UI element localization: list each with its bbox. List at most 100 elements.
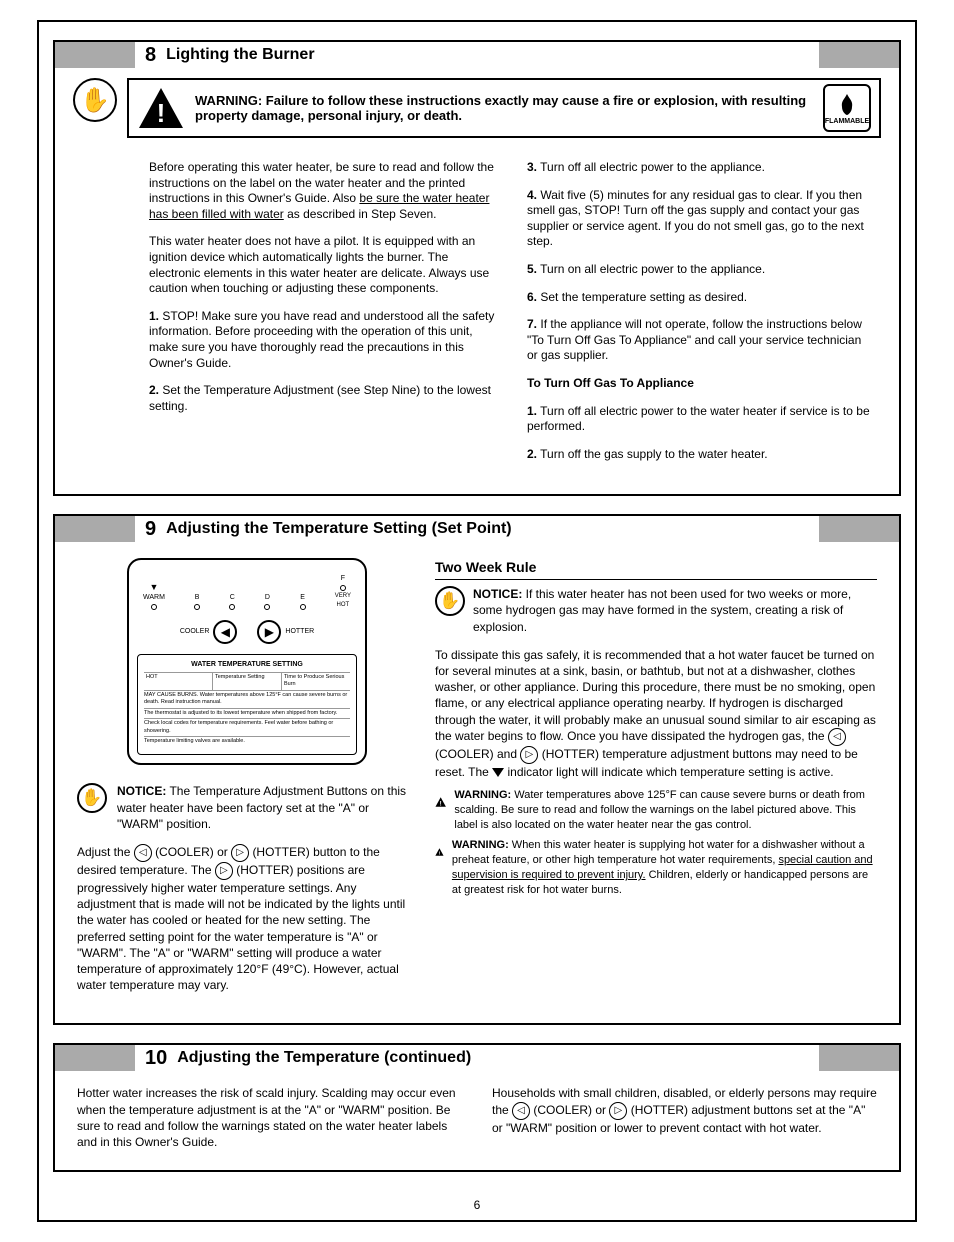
head-gray-right-10 xyxy=(819,1045,899,1071)
section-10-head: 10 Adjusting the Temperature (continued) xyxy=(55,1045,899,1071)
ctrl-c: C xyxy=(229,593,235,609)
warning-text: WARNING: Failure to follow these instruc… xyxy=(195,93,813,123)
section-10-right: Households with small children, disabled… xyxy=(492,1085,877,1150)
hotter-arrow-icon: ▶ xyxy=(257,620,281,644)
card-r1c2: Temperature Setting xyxy=(212,672,281,690)
rule-notice-text: If this water heater has not been used f… xyxy=(473,587,851,633)
card-line2: The thermostat is adjusted to its lowest… xyxy=(144,708,350,718)
ctrl-b: B xyxy=(194,593,200,609)
s8-p2: This water heater does not have a pilot.… xyxy=(149,234,497,296)
card-line3: Check local codes for temperature requir… xyxy=(144,718,350,736)
warning-triangle-icon: ! xyxy=(137,86,185,130)
head-gray-right-9 xyxy=(819,516,899,542)
s8-l3: Turn off all electric power to the appli… xyxy=(540,160,765,174)
s8-l2: Set the Temperature Adjustment (see Step… xyxy=(149,383,491,413)
s8-off2-label: 2. xyxy=(527,447,537,461)
s8-l1: STOP! Make sure you have read and unders… xyxy=(149,309,494,370)
s8-off2: Turn off the gas supply to the water hea… xyxy=(540,447,767,461)
section-10-number: 10 xyxy=(135,1045,177,1071)
s8-l4-label: 4. xyxy=(527,188,537,202)
card-line4: Temperature limiting valves are availabl… xyxy=(144,736,350,746)
head-gray-left-9 xyxy=(55,516,135,542)
s8-l6-label: 6. xyxy=(527,290,537,304)
temperature-control-panel: ▼ WARM B C D E F VERY HOT xyxy=(127,558,367,765)
section-10-left: Hotter water increases the risk of scald… xyxy=(77,1085,462,1150)
hand-stop-icon-small: ✋ xyxy=(77,783,107,813)
s8-l2-label: 2. xyxy=(149,383,159,397)
section-8-left-col: Before operating this water heater, be s… xyxy=(149,148,497,474)
s8-l5-label: 5. xyxy=(527,262,537,276)
cooler-button[interactable]: COOLER ◀ xyxy=(180,620,238,644)
section-9-number: 9 xyxy=(135,516,166,542)
rule-notice-bold: NOTICE: xyxy=(473,587,522,601)
s8-p1-post: as described in Step Seven. xyxy=(284,207,437,221)
hotter-button[interactable]: ▶ HOTTER xyxy=(257,620,314,644)
page-number: 6 xyxy=(39,1198,915,1212)
s8-off-title: To Turn Off Gas To Appliance xyxy=(527,376,694,390)
warn1-text: Water temperatures above 125°F can cause… xyxy=(454,789,865,831)
card-r1c3: Time to Produce Serious Burn xyxy=(281,672,350,690)
s9-instr-hot2: (HOTTER) positions are progressively hig… xyxy=(77,863,405,992)
hotter-inline-icon-r: ▷ xyxy=(520,746,538,764)
ctrl-d: D xyxy=(264,593,270,609)
two-week-rule-title: Two Week Rule xyxy=(435,558,877,577)
s10-right-cool: (COOLER) or xyxy=(533,1103,609,1117)
rule-arrow-post: indicator light will indicate which temp… xyxy=(507,765,833,779)
svg-text:!: ! xyxy=(440,800,442,807)
hotter-inline-icon-2: ▷ xyxy=(215,862,233,880)
warn1-bold: WARNING: xyxy=(454,789,511,801)
section-10-title: Adjusting the Temperature (continued) xyxy=(177,1045,819,1071)
rule-divider xyxy=(435,579,877,580)
svg-text:!: ! xyxy=(157,98,166,128)
section-9-panel: 9 Adjusting the Temperature Setting (Set… xyxy=(53,514,901,1025)
section-8-head: 8 Lighting the Burner xyxy=(55,42,899,68)
ctrl-veryhot: F VERY HOT xyxy=(335,574,351,609)
s9-instr-cool: (COOLER) or xyxy=(155,845,228,859)
card-r1c1: HOT xyxy=(144,672,212,690)
indicator-arrow-icon xyxy=(492,768,504,777)
section-8-number: 8 xyxy=(135,42,166,68)
warn2-bold: WARNING: xyxy=(452,839,509,851)
section-8-title: Lighting the Burner xyxy=(166,42,819,68)
s8-l3-label: 3. xyxy=(527,160,537,174)
hotter-inline-icon-10: ▷ xyxy=(609,1102,627,1120)
section-9-left: ▼ WARM B C D E F VERY HOT xyxy=(77,558,417,1003)
s8-l6: Set the temperature setting as desired. xyxy=(540,290,747,304)
s8-l7-label: 7. xyxy=(527,317,537,331)
section-8-right-col: 3. Turn off all electric power to the ap… xyxy=(527,148,875,474)
s8-l4: Wait five (5) minutes for any residual g… xyxy=(527,188,864,249)
section-9-head: 9 Adjusting the Temperature Setting (Set… xyxy=(55,516,899,542)
s9-instr-pre: Adjust the xyxy=(77,845,130,859)
section-9-title: Adjusting the Temperature Setting (Set P… xyxy=(166,516,819,542)
cooler-inline-icon-10: ◁ xyxy=(512,1102,530,1120)
section-9-right: Two Week Rule ✋ NOTICE: If this water he… xyxy=(435,558,877,1003)
hand-stop-icon-rule: ✋ xyxy=(435,586,465,616)
hotter-inline-icon: ▷ xyxy=(231,844,249,862)
ctrl-warm: ▼ WARM xyxy=(143,581,165,610)
cooler-label: COOLER xyxy=(180,627,210,636)
flammable-label: FLAMMABLE xyxy=(825,118,869,125)
cooler-arrow-icon: ◀ xyxy=(213,620,237,644)
hand-stop-icon: ✋ xyxy=(73,78,117,122)
card-line1: MAY CAUSE BURNS. Water temperatures abov… xyxy=(144,690,350,708)
s8-l1-label: 1. xyxy=(149,309,159,323)
s9-notice-bold: NOTICE: xyxy=(117,784,166,798)
flammable-icon: FLAMMABLE xyxy=(823,84,871,132)
cooler-inline-icon: ◁ xyxy=(134,844,152,862)
head-gray-left-10 xyxy=(55,1045,135,1071)
rule-cool: (COOLER) and xyxy=(435,747,520,761)
ctrl-e: E xyxy=(300,593,306,609)
section-8-panel: 8 Lighting the Burner ✋ ! WARNING: Failu… xyxy=(53,40,901,496)
section-10-panel: 10 Adjusting the Temperature (continued)… xyxy=(53,1043,901,1172)
s8-l7: If the appliance will not operate, follo… xyxy=(527,317,862,362)
s8-off1: Turn off all electric power to the water… xyxy=(527,404,870,434)
head-gray-left xyxy=(55,42,135,68)
temperature-label-card: WATER TEMPERATURE SETTING HOT Temperatur… xyxy=(137,654,357,756)
cooler-inline-icon-r: ◁ xyxy=(828,728,846,746)
hotter-label: HOTTER xyxy=(285,627,314,636)
s8-off1-label: 1. xyxy=(527,404,537,418)
ctrl-warm-label: WARM xyxy=(143,594,165,601)
warning-triangle-icon-2: ! xyxy=(435,838,444,866)
head-gray-right xyxy=(819,42,899,68)
warning-triangle-icon-1: ! xyxy=(435,788,446,816)
